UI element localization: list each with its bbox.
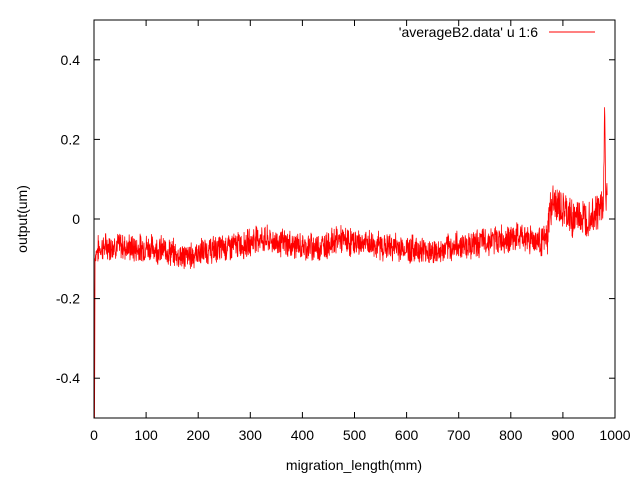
- y-tick-label: 0.2: [61, 131, 81, 147]
- x-tick-label: 700: [447, 427, 471, 443]
- y-tick-label: 0: [72, 211, 80, 227]
- y-axis-title: output(um): [14, 185, 30, 253]
- legend-label: 'averageB2.data' u 1:6: [399, 24, 538, 40]
- y-tick-label: -0.2: [56, 291, 80, 307]
- x-tick-label: 100: [134, 427, 158, 443]
- series-line: [93, 107, 608, 419]
- x-tick-label: 300: [239, 427, 263, 443]
- x-tick-label: 600: [395, 427, 419, 443]
- axis-layer: 0 100 200 300 400 500 600 700 800 900 1000 -0.4 -0.2…: [56, 20, 631, 443]
- series-layer: [93, 107, 608, 419]
- x-tick-label: 0: [90, 427, 98, 443]
- x-tick-label: 500: [343, 427, 367, 443]
- y-tick-label: 0.4: [61, 52, 81, 68]
- y-tick-label: -0.4: [56, 370, 80, 386]
- x-tick-label: 1000: [599, 427, 630, 443]
- x-tick-label: 800: [499, 427, 523, 443]
- x-tick-label: 200: [187, 427, 211, 443]
- x-tick-label: 400: [291, 427, 315, 443]
- x-axis-title: migration_length(mm): [286, 457, 422, 473]
- x-tick-label: 900: [551, 427, 575, 443]
- legend: 'averageB2.data' u 1:6: [399, 24, 595, 40]
